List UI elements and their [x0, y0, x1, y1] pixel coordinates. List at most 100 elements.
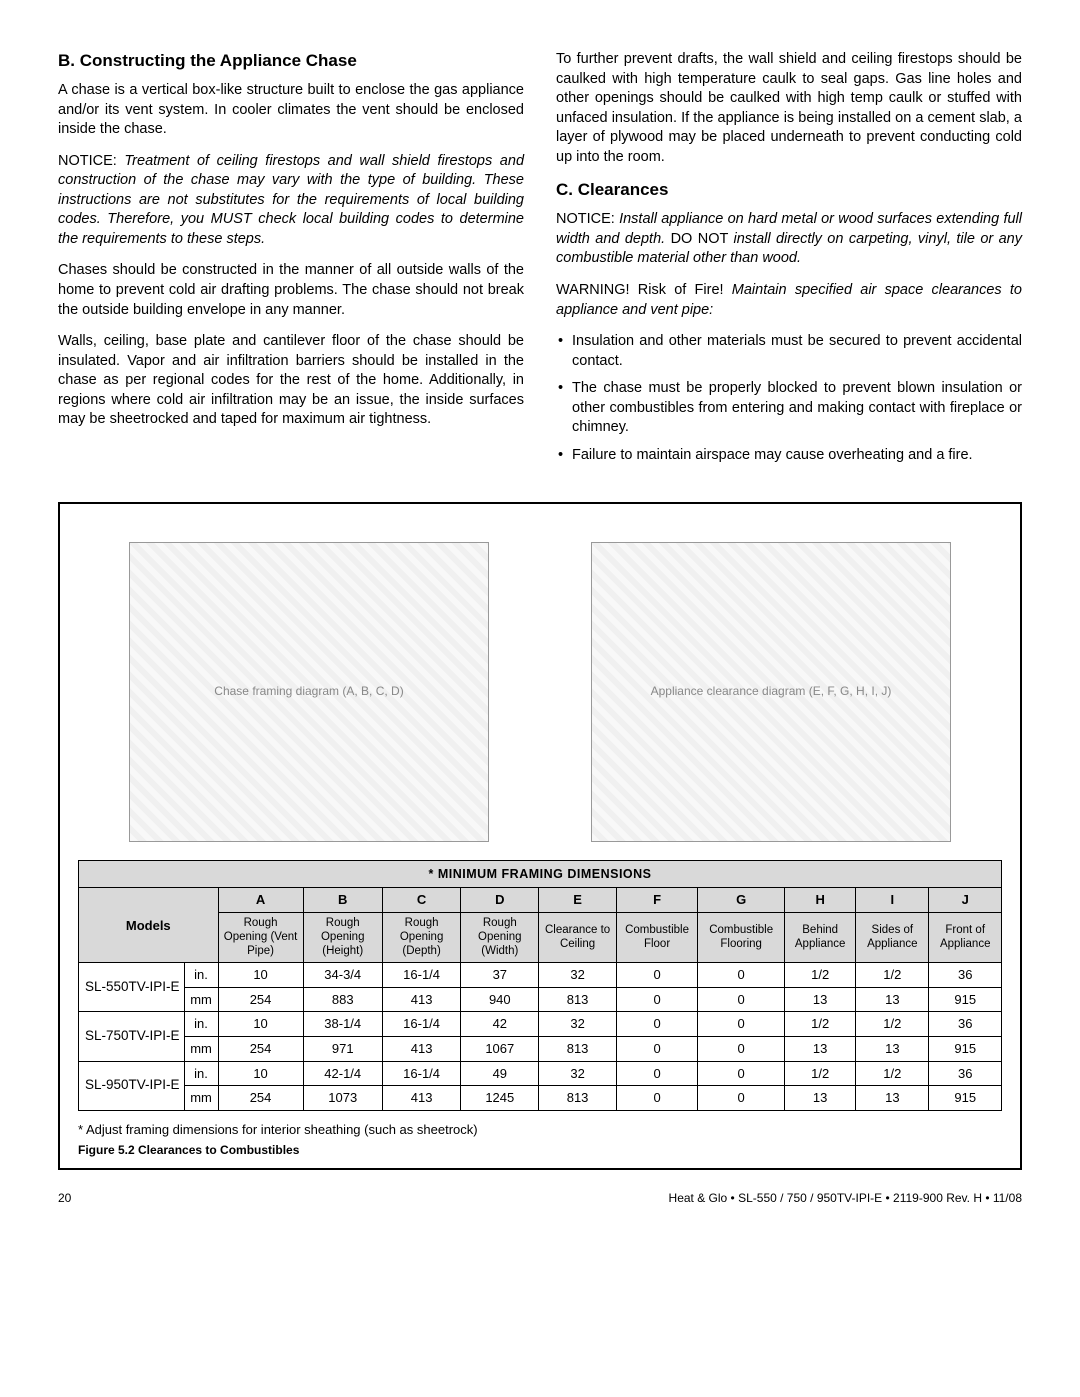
bullet-item: Failure to maintain airspace may cause o… — [556, 446, 1022, 466]
col-letter: A — [218, 888, 303, 913]
data-cell: 0 — [616, 987, 697, 1012]
data-cell: 254 — [218, 1086, 303, 1111]
data-cell: 971 — [303, 1036, 382, 1061]
col-letter: H — [785, 888, 856, 913]
data-cell: 0 — [698, 1061, 785, 1086]
page-footer: 20 Heat & Glo • SL-550 / 750 / 950TV-IPI… — [58, 1190, 1022, 1206]
data-cell: 813 — [539, 987, 617, 1012]
section-b-p1: A chase is a vertical box-like structure… — [58, 81, 524, 140]
framing-dimensions-table: * MINIMUM FRAMING DIMENSIONS Models A B … — [78, 860, 1002, 1111]
model-name: SL-750TV-IPI-E — [79, 1012, 185, 1061]
data-cell: 10 — [218, 963, 303, 988]
data-cell: 0 — [698, 1086, 785, 1111]
col-letter: D — [461, 888, 539, 913]
data-cell: 13 — [856, 1036, 929, 1061]
col-letter: F — [616, 888, 697, 913]
col-letter: I — [856, 888, 929, 913]
section-b-heading: B. Constructing the Appliance Chase — [58, 50, 524, 73]
col-desc: Clearance to Ceiling — [539, 912, 617, 962]
figure-caption: Figure 5.2 Clearances to Combustibles — [78, 1142, 1002, 1158]
section-c-notice: NOTICE: Install appliance on hard metal … — [556, 210, 1022, 269]
section-c-warning: WARNING! Risk of Fire! Maintain specifie… — [556, 281, 1022, 320]
warning-lead: WARNING! Risk of Fire! — [556, 282, 732, 298]
data-cell: 36 — [929, 963, 1002, 988]
data-cell: 254 — [218, 987, 303, 1012]
notice-body: Treatment of ceiling firestops and wall … — [58, 153, 524, 247]
data-cell: 34-3/4 — [303, 963, 382, 988]
data-cell: 1073 — [303, 1086, 382, 1111]
bullet-item: Insulation and other materials must be s… — [556, 332, 1022, 371]
table-title: * MINIMUM FRAMING DIMENSIONS — [79, 860, 1002, 888]
data-cell: 42 — [461, 1012, 539, 1037]
data-cell: 1/2 — [856, 1061, 929, 1086]
data-cell: 813 — [539, 1086, 617, 1111]
right-top-paragraph: To further prevent drafts, the wall shie… — [556, 50, 1022, 167]
data-cell: 10 — [218, 1012, 303, 1037]
notice-donot: DO NOT — [671, 231, 734, 247]
table-row: SL-950TV-IPI-E in. 10 42-1/4 16-1/4 49 3… — [79, 1061, 1002, 1086]
data-cell: 413 — [382, 1086, 460, 1111]
data-cell: 883 — [303, 987, 382, 1012]
col-desc: Front of Appliance — [929, 912, 1002, 962]
data-cell: 38-1/4 — [303, 1012, 382, 1037]
data-cell: 37 — [461, 963, 539, 988]
data-cell: 1/2 — [856, 1012, 929, 1037]
data-cell: 0 — [616, 1086, 697, 1111]
diagram-row: Chase framing diagram (A, B, C, D) Appli… — [78, 522, 1002, 842]
col-letter: G — [698, 888, 785, 913]
unit-cell: mm — [184, 987, 218, 1012]
page-number: 20 — [58, 1190, 71, 1206]
notice-lead: NOTICE: — [556, 211, 619, 227]
col-letter: B — [303, 888, 382, 913]
data-cell: 36 — [929, 1012, 1002, 1037]
data-cell: 13 — [856, 987, 929, 1012]
data-cell: 1/2 — [856, 963, 929, 988]
clearance-bullet-list: Insulation and other materials must be s… — [556, 332, 1022, 465]
bullet-item: The chase must be properly blocked to pr… — [556, 379, 1022, 438]
data-cell: 10 — [218, 1061, 303, 1086]
data-cell: 0 — [698, 963, 785, 988]
table-row: mm 254 1073 413 1245 813 0 0 13 13 915 — [79, 1086, 1002, 1111]
left-column: B. Constructing the Appliance Chase A ch… — [58, 50, 524, 474]
table-row: mm 254 883 413 940 813 0 0 13 13 915 — [79, 987, 1002, 1012]
data-cell: 13 — [856, 1086, 929, 1111]
col-letter: J — [929, 888, 1002, 913]
table-row: SL-750TV-IPI-E in. 10 38-1/4 16-1/4 42 3… — [79, 1012, 1002, 1037]
section-b-p3: Chases should be constructed in the mann… — [58, 261, 524, 320]
col-letter: E — [539, 888, 617, 913]
data-cell: 915 — [929, 1086, 1002, 1111]
data-cell: 915 — [929, 987, 1002, 1012]
col-desc: Combustible Floor — [616, 912, 697, 962]
data-cell: 36 — [929, 1061, 1002, 1086]
col-desc: Rough Opening (Depth) — [382, 912, 460, 962]
table-row: mm 254 971 413 1067 813 0 0 13 13 915 — [79, 1036, 1002, 1061]
data-cell: 813 — [539, 1036, 617, 1061]
data-cell: 413 — [382, 1036, 460, 1061]
data-cell: 1067 — [461, 1036, 539, 1061]
data-cell: 1/2 — [785, 963, 856, 988]
data-cell: 0 — [698, 987, 785, 1012]
chase-framing-diagram: Chase framing diagram (A, B, C, D) — [129, 542, 489, 842]
data-cell: 13 — [785, 1086, 856, 1111]
data-cell: 1/2 — [785, 1061, 856, 1086]
notice-lead: NOTICE: — [58, 153, 124, 169]
two-column-text: B. Constructing the Appliance Chase A ch… — [58, 50, 1022, 474]
section-b-p4: Walls, ceiling, base plate and cantileve… — [58, 332, 524, 430]
data-cell: 915 — [929, 1036, 1002, 1061]
table-row: SL-550TV-IPI-E in. 10 34-3/4 16-1/4 37 3… — [79, 963, 1002, 988]
data-cell: 254 — [218, 1036, 303, 1061]
data-cell: 0 — [616, 1061, 697, 1086]
data-cell: 32 — [539, 1061, 617, 1086]
data-cell: 13 — [785, 1036, 856, 1061]
model-name: SL-950TV-IPI-E — [79, 1061, 185, 1110]
figure-box: Chase framing diagram (A, B, C, D) Appli… — [58, 502, 1022, 1171]
col-desc: Combustible Flooring — [698, 912, 785, 962]
models-header: Models — [79, 888, 219, 963]
col-letter: C — [382, 888, 460, 913]
data-cell: 0 — [616, 963, 697, 988]
appliance-clearance-diagram: Appliance clearance diagram (E, F, G, H,… — [591, 542, 951, 842]
unit-cell: in. — [184, 1012, 218, 1037]
col-desc: Rough Opening (Vent Pipe) — [218, 912, 303, 962]
right-column: To further prevent drafts, the wall shie… — [556, 50, 1022, 474]
data-cell: 1/2 — [785, 1012, 856, 1037]
